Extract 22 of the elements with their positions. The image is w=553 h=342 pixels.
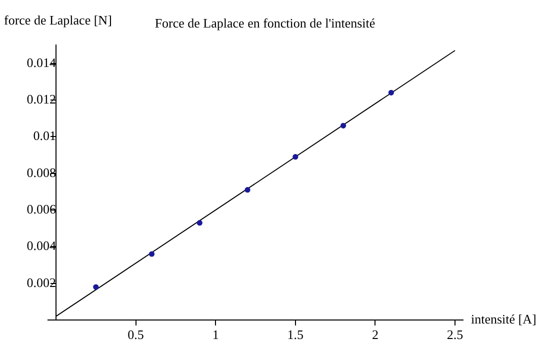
y-tick-label: 0.012 — [26, 91, 56, 106]
point — [196, 220, 202, 226]
y-tick-label: 0.008 — [26, 164, 56, 180]
y-tick-label: 0.002 — [26, 274, 56, 290]
point — [292, 154, 298, 160]
y-axis-title: force de Laplace [N] — [4, 12, 112, 28]
x-tick-label: 2 — [372, 327, 378, 342]
point — [244, 187, 250, 193]
x-axis-title: intensité [A] — [471, 311, 536, 326]
point — [93, 284, 99, 290]
x-tick-label: 0.5 — [128, 327, 144, 342]
point — [340, 122, 346, 128]
x-tick-label: 1 — [212, 327, 219, 342]
chart-title: Force de Laplace en fonction de l'intensité — [154, 15, 376, 30]
y-tick-label: 0.01 — [33, 128, 56, 144]
x-tick-label: 2.5 — [446, 327, 464, 342]
y-tick-label: 0.004 — [26, 238, 56, 254]
x-tick-label: 1.5 — [287, 327, 304, 342]
y-tick-label: 0.014 — [26, 54, 56, 70]
y-tick-label: 0.006 — [26, 201, 56, 216]
point — [388, 90, 394, 96]
point — [148, 251, 155, 257]
